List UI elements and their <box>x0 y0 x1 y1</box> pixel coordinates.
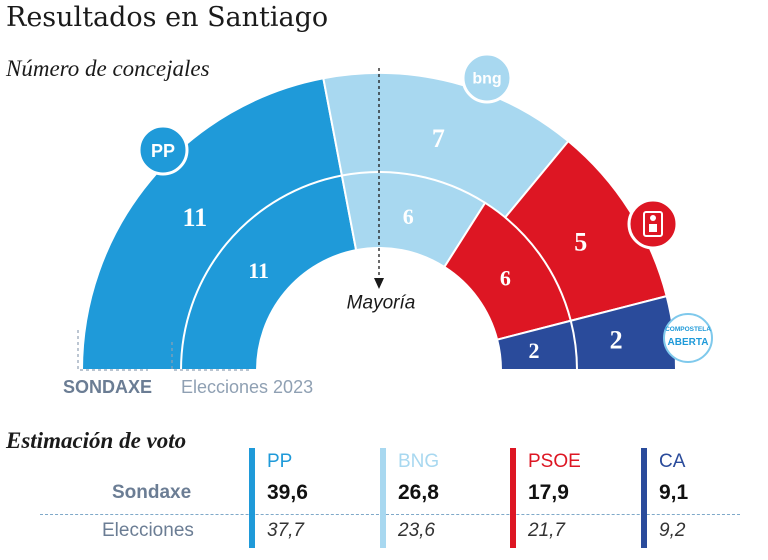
inner-ring-segment-pp <box>179 174 358 371</box>
bng-logo-text: bng <box>472 71 501 88</box>
inner-ring-value-psoe: 6 <box>500 266 511 291</box>
bng-color-bar <box>380 448 386 548</box>
vote-value-pp-elecciones: 37,7 <box>267 520 304 541</box>
pp-logo-icon: PP <box>137 124 189 176</box>
inner-ring-value-pp: 11 <box>248 258 269 283</box>
inner-ring-elecciones-2023: 11 6 6 2 <box>179 171 579 371</box>
party-name-psoe: PSOE <box>528 451 581 472</box>
outer-ring-value-ca: 2 <box>610 326 623 355</box>
compostela-aberta-logo-icon: COMPOSTELA ABERTA <box>663 313 713 363</box>
row-separator <box>40 514 740 515</box>
vote-value-psoe-elecciones: 21,7 <box>528 520 565 541</box>
ca-logo-line1: COMPOSTELA <box>665 326 711 333</box>
seats-chart: 11 7 5 2 11 6 6 2 Mayoría SONDAXE Elecciones 2… <box>63 52 713 397</box>
outer-ring-value-psoe: 5 <box>574 227 587 256</box>
party-name-bng: BNG <box>398 451 440 472</box>
vote-value-bng-elecciones: 23,6 <box>398 520 435 541</box>
vote-value-bng-sondaxe: 26,8 <box>398 481 439 504</box>
inner-ring-segment-ca <box>495 319 579 371</box>
outer-ring-sondaxe: 11 7 5 2 <box>80 72 678 371</box>
vote-value-ca-elecciones: 9,2 <box>659 520 686 541</box>
outer-ring-value-bng: 7 <box>432 124 445 153</box>
votes-title: Estimación de voto <box>6 428 187 453</box>
vote-value-pp-sondaxe: 39,6 <box>267 481 308 504</box>
elecciones-bracket <box>171 342 250 371</box>
ca-logo-line2: ABERTA <box>668 337 709 348</box>
inner-ring-label: Elecciones 2023 <box>181 377 313 397</box>
outer-ring-value-pp: 11 <box>183 203 208 232</box>
psoe-color-bar <box>510 448 516 548</box>
vote-value-ca-sondaxe: 9,1 <box>659 481 689 504</box>
party-name-ca: CA <box>659 451 686 472</box>
inner-ring-value-bng: 6 <box>403 204 414 229</box>
bng-logo-icon: bng <box>461 52 513 104</box>
psoe-logo-icon <box>627 198 679 250</box>
sondaxe-bracket <box>77 330 148 371</box>
party-name-pp: PP <box>267 451 293 472</box>
vote-value-psoe-sondaxe: 17,9 <box>528 481 569 504</box>
ca-color-bar <box>641 448 647 548</box>
majority-label: Mayoría <box>347 293 416 314</box>
majority-arrow-icon <box>374 278 384 289</box>
outer-ring-label: SONDAXE <box>63 377 152 397</box>
chart-title: Resultados en Santiago <box>6 2 329 33</box>
pp-logo-text: PP <box>151 141 175 161</box>
row-label-sondaxe: Sondaxe <box>112 482 192 503</box>
pp-color-bar <box>249 448 255 548</box>
chart-subtitle: Número de concejales <box>6 56 210 81</box>
inner-ring-value-ca: 2 <box>528 338 539 363</box>
row-label-elecciones: Elecciones <box>102 520 194 541</box>
